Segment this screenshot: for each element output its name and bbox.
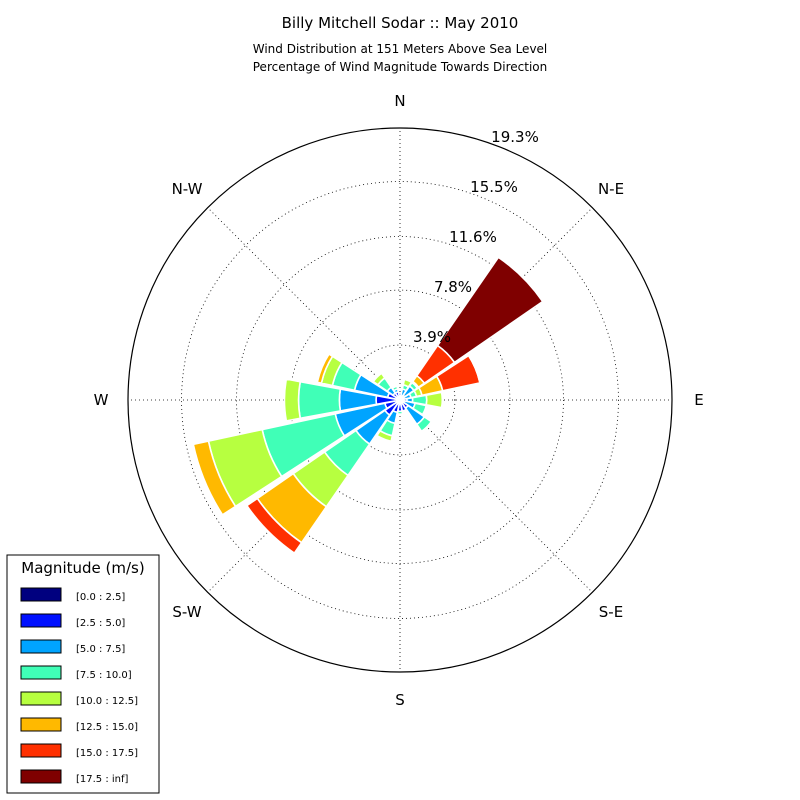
wind-bar-270-bin-4 <box>297 380 342 420</box>
polar-grid <box>128 128 672 672</box>
legend-swatch-4 <box>20 665 62 680</box>
legend-label-4: [7.5 : 10.0] <box>76 670 132 681</box>
legend-label-1: [0.0 : 2.5] <box>76 592 125 603</box>
wind-bar-135-bin-4 <box>415 415 433 433</box>
chart-subtitle-line-2: Percentage of Wind Magnitude Towards Dir… <box>253 60 547 74</box>
wind-bar-247.5-bin-6 <box>192 440 237 516</box>
legend-label-8: [17.5 : inf] <box>76 774 129 785</box>
wind-bar-270-bin-5 <box>283 378 302 422</box>
legend-label-5: [10.0 : 12.5] <box>76 696 138 707</box>
direction-label-nw: N-W <box>172 180 203 198</box>
direction-label-s: S <box>395 691 405 709</box>
direction-label-ne: N-E <box>598 180 624 198</box>
wind-bar-292.5-bin-6 <box>316 352 334 385</box>
legend-swatch-5 <box>20 691 62 706</box>
wind-bar-315-bin-5 <box>372 372 386 386</box>
legend-swatch-6 <box>20 717 62 732</box>
wind-bar-45-bin-8 <box>436 256 544 364</box>
wind-bar-225-bin-7 <box>245 497 303 555</box>
grid-ring-3 <box>236 236 564 564</box>
legend-label-2: [2.5 : 5.0] <box>76 618 125 629</box>
ring-label-5: 19.3% <box>491 128 539 146</box>
legend-label-7: [15.0 : 17.5] <box>76 748 138 759</box>
ring-label-3: 11.6% <box>449 228 497 246</box>
grid-spoke-315 <box>207 207 401 401</box>
radial-tick-labels: 3.9% 7.8% 11.6% 15.5% 19.3% <box>413 128 539 346</box>
legend-swatch-7 <box>20 743 62 758</box>
wind-bar-337.5-bin-4 <box>391 385 399 392</box>
wind-bar-67.5-bin-8 <box>467 353 483 384</box>
wind-bar-90-bin-5 <box>425 391 444 409</box>
polar-frame <box>127 127 673 673</box>
direction-label-se: S-E <box>599 603 623 621</box>
legend-swatch-3 <box>20 639 62 654</box>
grid-ring-2 <box>289 289 511 511</box>
direction-label-sw: S-W <box>172 603 201 621</box>
legend-swatch-8 <box>20 769 62 784</box>
ring-label-4: 15.5% <box>470 178 518 196</box>
wind-rose-bars <box>192 256 544 555</box>
legend-label-3: [5.0 : 7.5] <box>76 644 125 655</box>
direction-label-n: N <box>394 92 405 110</box>
direction-label-e: E <box>694 391 703 409</box>
legend-swatch-1 <box>20 587 62 602</box>
legend-title: Magnitude (m/s) <box>21 559 144 577</box>
legend-swatch-2 <box>20 613 62 628</box>
grid-ring-4 <box>181 181 619 619</box>
grid-spoke-135 <box>399 399 593 593</box>
legend-label-6: [12.5 : 15.0] <box>76 722 138 733</box>
ring-label-1: 3.9% <box>413 328 451 346</box>
legend: Magnitude (m/s) [0.0 : 2.5] [2.5 : 5.0] [5… <box>6 554 160 794</box>
chart-title: Billy Mitchell Sodar :: May 2010 <box>282 14 519 32</box>
wind-bar-202.5-bin-5 <box>375 429 394 443</box>
direction-label-w: W <box>94 391 109 409</box>
direction-labels: N N-E E S-E S S-W W N-W <box>94 92 704 709</box>
ring-label-2: 7.8% <box>434 278 472 296</box>
chart-subtitle-line-1: Wind Distribution at 151 Meters Above Se… <box>253 42 548 56</box>
